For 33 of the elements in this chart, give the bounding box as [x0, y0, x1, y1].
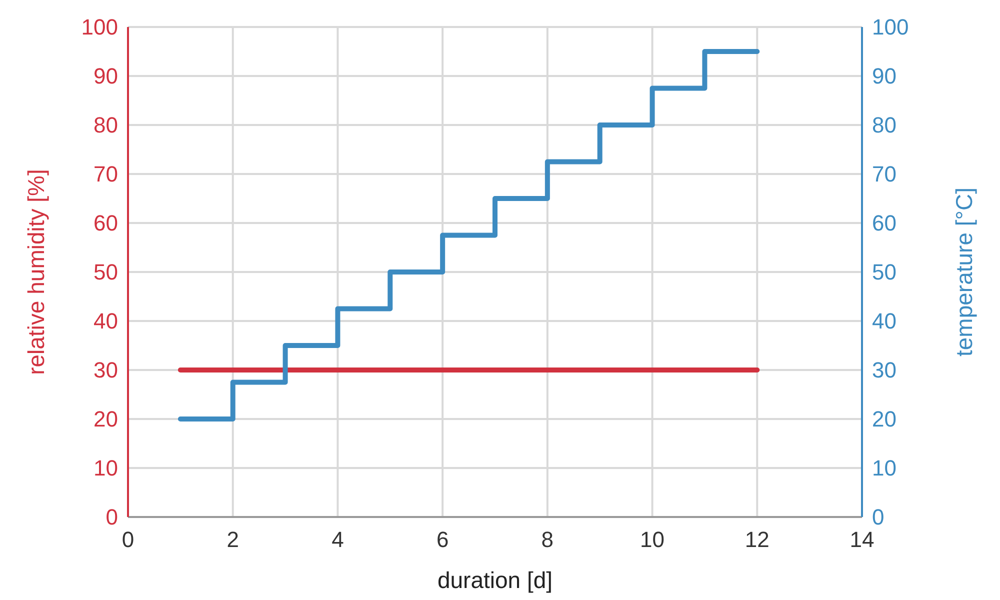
y-tick-label: 30: [94, 358, 118, 383]
y2-tick-label: 60: [872, 210, 896, 236]
y2-axis-title: temperature [°C]: [951, 188, 977, 356]
y-tick-label: 90: [94, 64, 118, 89]
y-tick-label: 50: [94, 260, 118, 285]
y-axis-title: relative humidity [%]: [23, 169, 49, 375]
y2-tick-label: 0: [872, 504, 884, 530]
y2-tick-label: 30: [872, 358, 896, 383]
y-tick-label: 0: [106, 504, 118, 530]
y-tick-label: 80: [94, 112, 118, 138]
x-tick-label: 14: [850, 527, 874, 552]
y2-tick-label: 50: [872, 260, 896, 285]
x-tick-label: 4: [332, 527, 344, 552]
y2-tick-label: 80: [872, 112, 896, 138]
y-tick-label: 40: [94, 308, 118, 334]
y2-tick-label: 70: [872, 162, 896, 187]
y-tick-label: 70: [94, 162, 118, 187]
y2-tick-label: 20: [872, 406, 896, 432]
y-tick-label: 100: [81, 14, 118, 40]
y2-tick-label: 90: [872, 64, 896, 89]
y2-tick-label: 10: [872, 456, 896, 481]
x-tick-label: 12: [744, 527, 770, 552]
y2-tick-label: 40: [872, 308, 896, 334]
y-tick-label: 60: [94, 210, 118, 236]
y-tick-label: 10: [94, 456, 118, 481]
x-tick-label: 2: [226, 527, 239, 552]
y-tick-label: 20: [94, 406, 118, 432]
x-tick-label: 8: [541, 527, 554, 552]
x-axis-title: duration [d]: [437, 567, 553, 593]
x-tick-label: 10: [640, 527, 665, 552]
x-tick-label: 0: [122, 527, 134, 552]
y2-tick-label: 100: [872, 14, 909, 40]
x-tick-label: 6: [436, 527, 449, 552]
